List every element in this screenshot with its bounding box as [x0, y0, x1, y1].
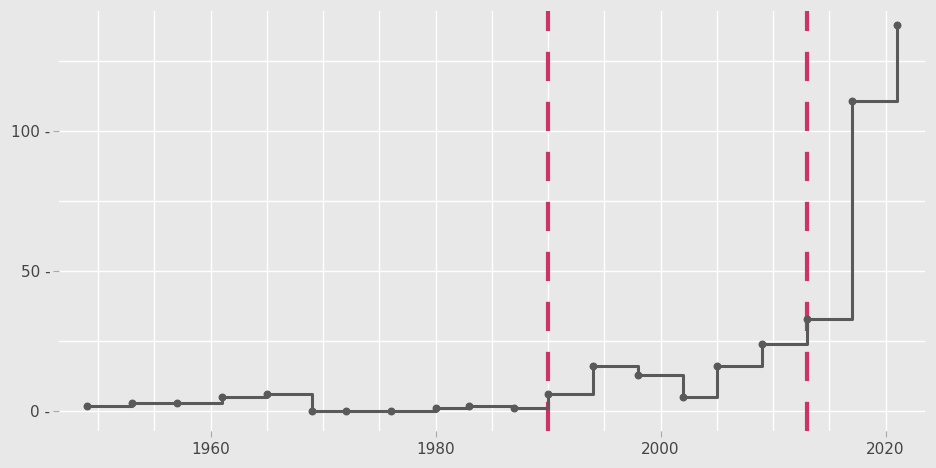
Point: [754, 340, 769, 348]
Point: [709, 363, 724, 370]
Point: [428, 405, 443, 412]
Point: [676, 394, 691, 401]
Point: [304, 408, 319, 415]
Point: [889, 22, 904, 29]
Point: [169, 399, 184, 407]
Point: [124, 399, 139, 407]
Point: [461, 402, 476, 410]
Point: [541, 391, 556, 398]
Point: [844, 97, 859, 104]
Point: [506, 405, 521, 412]
Point: [586, 363, 601, 370]
Point: [338, 408, 353, 415]
Point: [214, 394, 229, 401]
Point: [799, 315, 814, 322]
Point: [631, 371, 646, 379]
Point: [80, 402, 95, 410]
Point: [259, 391, 274, 398]
Point: [383, 408, 398, 415]
